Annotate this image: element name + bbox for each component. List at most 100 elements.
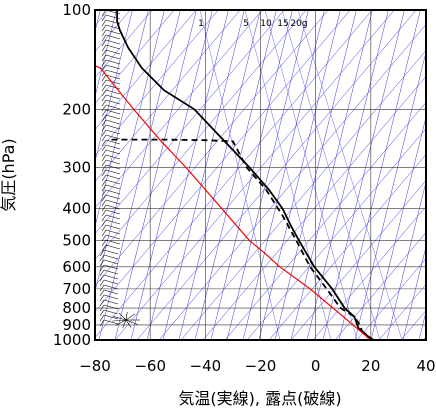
dry-adiabat-line xyxy=(95,10,241,183)
y-tick-label: 800 xyxy=(62,299,91,317)
wind-barb-flag xyxy=(101,199,107,207)
moist-adiabat-line xyxy=(130,10,213,340)
wind-barb xyxy=(105,189,121,195)
wind-barb xyxy=(103,319,119,325)
wind-barb-surface xyxy=(125,319,132,328)
wind-barb xyxy=(105,74,121,80)
wind-barb-flag xyxy=(101,239,107,247)
x-tick-label: 0 xyxy=(311,357,321,375)
dry-adiabat-line xyxy=(95,10,373,339)
wind-barb-flag xyxy=(101,129,107,137)
wind-barb-flag xyxy=(101,59,107,67)
wind-barb xyxy=(103,264,119,270)
sounding-series-1 xyxy=(108,138,372,340)
moist-adiabat-line xyxy=(98,10,181,340)
wind-barb-flag xyxy=(101,89,107,97)
wind-barb-flag xyxy=(99,314,105,322)
wind-barb xyxy=(105,44,121,50)
wind-barb-flag xyxy=(99,254,105,262)
wind-barb xyxy=(103,259,119,265)
wind-barb xyxy=(105,219,121,225)
wind-barb-flag xyxy=(99,269,105,277)
y-tick-label: 700 xyxy=(62,280,91,298)
mixing-ratio-line xyxy=(199,10,281,340)
wind-barb-flag xyxy=(101,84,107,92)
x-tick-label: −20 xyxy=(245,357,277,375)
dry-adiabat-line xyxy=(95,10,109,27)
wind-barb-flag xyxy=(101,74,107,82)
wind-barb-flag xyxy=(101,154,107,162)
wind-barb-flag xyxy=(101,244,107,252)
moist-adiabat-line xyxy=(338,10,421,340)
wind-barb-flag xyxy=(99,304,105,312)
wind-barb xyxy=(105,244,121,250)
wind-barb xyxy=(105,69,121,75)
moist-adiabat-line xyxy=(258,10,341,340)
y-tick-label: 200 xyxy=(62,100,91,118)
wind-barb xyxy=(105,169,121,175)
wind-barb-flag xyxy=(101,229,107,237)
y-tick-label: 400 xyxy=(62,200,91,218)
dry-adiabat-line xyxy=(312,206,426,340)
y-tick-label: 900 xyxy=(62,316,91,334)
wind-barb xyxy=(105,174,121,180)
moist-adiabat-line xyxy=(194,10,277,340)
wind-barb-flag xyxy=(101,159,107,167)
wind-barb-surface xyxy=(122,319,127,328)
dry-adiabat-line xyxy=(95,10,175,105)
wind-barb-flag xyxy=(101,194,107,202)
wind-barb xyxy=(103,294,119,300)
wind-barb xyxy=(105,234,121,240)
wind-barb xyxy=(105,129,121,135)
dry-adiabat-line xyxy=(246,128,426,340)
wind-barb-flag xyxy=(101,34,107,42)
dry-adiabat-line xyxy=(290,180,426,340)
wind-barb-flag xyxy=(99,299,105,307)
wind-barb-flag xyxy=(101,144,107,152)
wind-barb-flag xyxy=(99,249,105,257)
dry-adiabat-line xyxy=(95,10,153,79)
wind-barb xyxy=(103,254,119,260)
wind-barb xyxy=(103,314,119,320)
x-tick-label: −40 xyxy=(190,357,222,375)
wind-barb xyxy=(105,24,121,30)
wind-barb xyxy=(105,134,121,140)
wind-barb-flag xyxy=(99,289,105,297)
moist-adiabat-line xyxy=(178,10,261,340)
moist-adiabat-line xyxy=(290,10,373,340)
y-tick-label: 300 xyxy=(62,158,91,176)
wind-barb xyxy=(105,139,121,145)
wind-barb xyxy=(105,59,121,65)
dry-adiabat-line xyxy=(95,10,307,261)
wind-barb-surface xyxy=(113,316,127,321)
wind-barb-flag xyxy=(101,139,107,147)
dry-adiabat-line xyxy=(95,10,351,313)
wind-barb xyxy=(105,194,121,200)
wind-barb xyxy=(105,229,121,235)
mixing-ratio-grid xyxy=(199,10,403,340)
moist-adiabat-line xyxy=(386,180,426,340)
wind-barb xyxy=(105,89,121,95)
x-tick-label: −80 xyxy=(79,357,111,375)
wind-barb-flag xyxy=(101,174,107,182)
dry-adiabat-line xyxy=(334,232,426,340)
wind-barb xyxy=(105,124,121,130)
wind-barb xyxy=(105,159,121,165)
wind-barb xyxy=(103,284,119,290)
wind-barb-surface xyxy=(125,319,138,325)
wind-barb xyxy=(103,274,119,280)
x-axis-title: 気温(実線), 露点(破線) xyxy=(178,389,341,408)
dry-adiabat-line xyxy=(202,76,426,340)
wind-barb xyxy=(105,154,121,160)
dry-adiabat-line xyxy=(158,24,426,340)
wind-barb-flag xyxy=(99,274,105,282)
mixing-ratio-line xyxy=(244,10,332,340)
wind-barb-flag xyxy=(101,164,107,172)
wind-barb xyxy=(105,184,121,190)
wind-barb-flag xyxy=(101,169,107,177)
dry-adiabat-line xyxy=(268,154,426,340)
y-tick-label: 1000 xyxy=(53,331,91,349)
wind-barb-flag xyxy=(101,14,107,22)
dry-adiabat-line xyxy=(180,50,426,340)
